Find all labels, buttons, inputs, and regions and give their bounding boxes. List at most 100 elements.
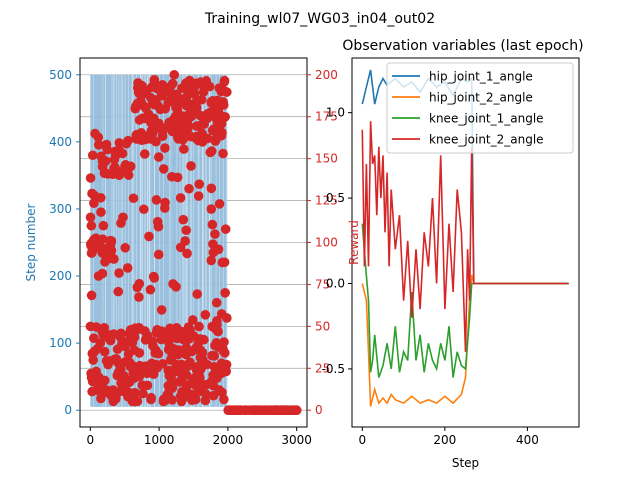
reward-point xyxy=(216,118,227,129)
x-tick-label: 1000 xyxy=(144,433,175,447)
reward-point xyxy=(225,405,235,416)
reward-point xyxy=(192,289,203,299)
reward-point xyxy=(93,140,104,150)
reward-point xyxy=(89,198,99,209)
reward-point xyxy=(114,138,125,148)
reward-point xyxy=(260,405,271,416)
right-axes-frame xyxy=(351,57,580,428)
reward-point xyxy=(167,383,178,393)
reward-point xyxy=(181,225,191,236)
x-tick-label: 0 xyxy=(86,433,94,447)
right-panel-title: Observation variables (last epoch) xyxy=(342,38,583,54)
reward-point xyxy=(134,292,144,302)
reward-point xyxy=(181,78,191,88)
y-tick-label: 0.0 xyxy=(326,277,345,291)
reward-point xyxy=(171,102,181,113)
reward-point xyxy=(187,395,197,406)
reward-point xyxy=(200,310,211,320)
reward-point xyxy=(219,76,230,87)
reward-point xyxy=(95,338,106,348)
reward-point xyxy=(198,354,208,365)
right-y-axis-label: Reward xyxy=(347,220,361,265)
reward-point xyxy=(184,183,194,194)
reward-point xyxy=(182,124,193,134)
reward-point xyxy=(85,321,96,332)
y-tick-label: 200 xyxy=(49,269,72,283)
reward-point xyxy=(136,361,146,372)
reward-point xyxy=(164,117,174,128)
reward-point xyxy=(206,97,216,108)
reward-point xyxy=(200,395,211,406)
x-tick-label: 400 xyxy=(516,433,539,447)
y-tick-label: 0 xyxy=(64,403,72,417)
reward-point xyxy=(134,348,145,358)
reward-point xyxy=(182,379,193,390)
y-tick-right-label: 50 xyxy=(315,319,330,333)
y-tick-label: -0.5 xyxy=(322,362,345,376)
reward-point xyxy=(138,388,148,399)
reward-point xyxy=(171,322,182,333)
series-line xyxy=(361,121,569,352)
reward-point xyxy=(134,278,145,289)
reward-point xyxy=(136,128,147,138)
y-tick-label: 1.0 xyxy=(326,106,345,120)
reward-point xyxy=(214,385,224,395)
legend-label: hip_joint_2_angle xyxy=(429,91,533,105)
reward-point xyxy=(86,290,97,301)
y-tick-right-label: 150 xyxy=(315,152,338,166)
reward-point xyxy=(222,313,232,323)
reward-point xyxy=(120,242,131,253)
reward-point xyxy=(163,97,173,108)
y-tick-right-label: 175 xyxy=(315,110,338,124)
reward-point xyxy=(218,148,228,159)
reward-point xyxy=(211,297,222,308)
reward-point xyxy=(153,249,164,260)
reward-point xyxy=(180,236,190,246)
y-tick-label: 300 xyxy=(49,202,72,216)
reward-point xyxy=(170,111,181,122)
reward-point xyxy=(209,124,219,134)
reward-point xyxy=(152,216,163,227)
reward-point xyxy=(193,191,204,201)
reward-point xyxy=(216,358,227,369)
reward-point xyxy=(167,171,177,182)
reward-point xyxy=(128,193,139,204)
reward-point xyxy=(195,77,206,87)
reward-point xyxy=(156,305,167,315)
figure-suptitle: Training_wl07_WG03_in04_out02 xyxy=(204,11,435,27)
reward-point xyxy=(250,405,261,416)
right-y-ticks-reward: -0.5 0.0 0.5 1.0 xyxy=(322,106,352,376)
reward-point xyxy=(207,219,218,230)
reward-point xyxy=(96,207,106,217)
reward-point xyxy=(194,179,205,189)
reward-point xyxy=(130,388,141,398)
reward-point xyxy=(121,138,132,149)
reward-point xyxy=(113,286,124,297)
left-panel: 0 1000 2000 3000 0 100 200 300 400 500 0 25 50 75 10… xyxy=(24,57,338,447)
reward-point xyxy=(211,104,221,115)
reward-point xyxy=(186,161,196,171)
reward-point xyxy=(218,100,229,110)
reward-point xyxy=(102,244,112,255)
reward-point xyxy=(137,113,148,123)
reward-point xyxy=(160,203,170,213)
reward-point xyxy=(127,337,138,347)
reward-point xyxy=(175,391,186,401)
reward-point xyxy=(181,131,191,142)
reward-point xyxy=(204,81,215,92)
reward-point xyxy=(210,229,220,239)
reward-point xyxy=(99,323,110,333)
reward-point xyxy=(211,133,222,144)
reward-point xyxy=(202,133,213,144)
reward-point xyxy=(93,271,104,281)
x-tick-label: 3000 xyxy=(281,433,312,447)
reward-point xyxy=(188,315,198,325)
reward-point xyxy=(186,346,197,357)
reward-point xyxy=(86,368,96,379)
reward-point xyxy=(97,156,108,167)
x-tick-label: 0 xyxy=(358,433,366,447)
reward-point xyxy=(139,204,149,215)
reward-point xyxy=(174,377,185,387)
series-line xyxy=(361,223,569,378)
